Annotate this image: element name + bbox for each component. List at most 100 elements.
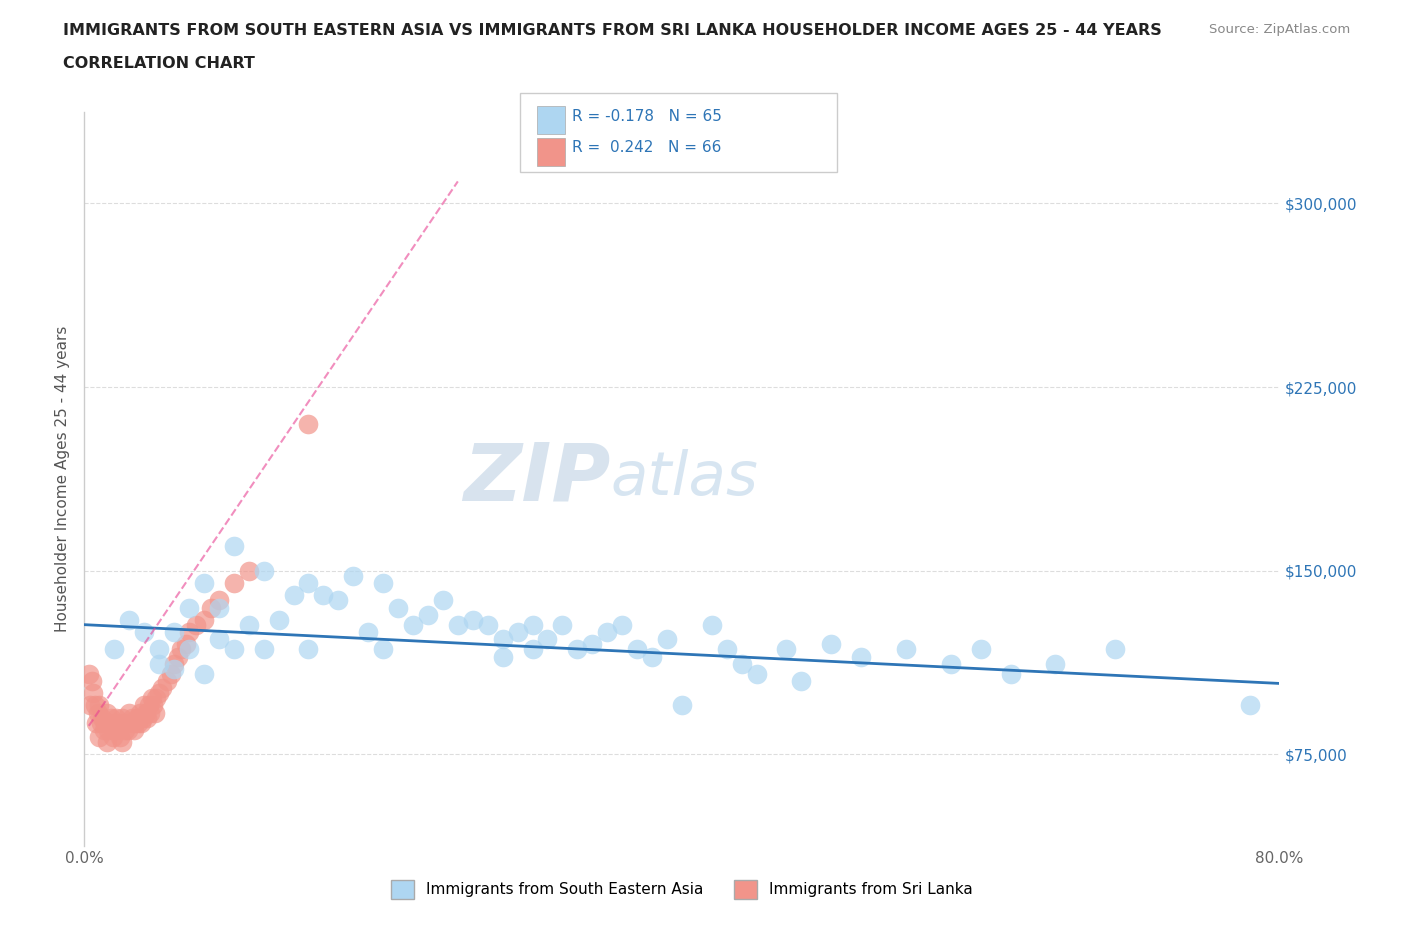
Point bbox=[208, 631, 231, 646]
Y-axis label: Householder Income Ages 25 - 44 years: Householder Income Ages 25 - 44 years bbox=[55, 326, 70, 632]
Point bbox=[100, 711, 122, 725]
Point bbox=[139, 705, 162, 720]
Point bbox=[1045, 657, 1067, 671]
Point bbox=[132, 625, 156, 640]
Point bbox=[77, 666, 100, 681]
Point bbox=[177, 642, 200, 657]
Point bbox=[163, 661, 186, 676]
Point bbox=[731, 657, 754, 671]
Point bbox=[551, 618, 574, 632]
Point bbox=[89, 730, 111, 745]
Point bbox=[89, 698, 111, 713]
Point bbox=[118, 705, 141, 720]
Point bbox=[138, 698, 160, 713]
Text: Source: ZipAtlas.com: Source: ZipAtlas.com bbox=[1209, 23, 1350, 36]
Point bbox=[177, 625, 200, 640]
Point bbox=[120, 715, 142, 730]
Text: ZIP: ZIP bbox=[463, 440, 610, 518]
Point bbox=[163, 657, 186, 671]
Point bbox=[112, 715, 135, 730]
Point bbox=[136, 711, 159, 725]
Point bbox=[238, 564, 260, 578]
Point bbox=[105, 723, 128, 737]
Point bbox=[96, 705, 118, 720]
Text: atlas: atlas bbox=[610, 449, 758, 509]
Point bbox=[790, 673, 813, 688]
Point bbox=[193, 612, 215, 627]
Point bbox=[775, 642, 797, 657]
Point bbox=[253, 564, 276, 578]
Point bbox=[596, 625, 619, 640]
Point bbox=[432, 592, 454, 607]
Point bbox=[118, 612, 141, 627]
Point bbox=[148, 685, 170, 700]
Point bbox=[97, 723, 120, 737]
Point bbox=[522, 642, 544, 657]
Point bbox=[160, 666, 183, 681]
Point bbox=[1239, 698, 1261, 713]
Point bbox=[700, 618, 723, 632]
Point bbox=[90, 715, 112, 730]
Point bbox=[1000, 666, 1022, 681]
Point bbox=[373, 642, 395, 657]
Point bbox=[83, 698, 105, 713]
Point bbox=[135, 705, 157, 720]
Point bbox=[117, 723, 139, 737]
Point bbox=[200, 600, 222, 615]
Point bbox=[612, 618, 634, 632]
Point bbox=[124, 715, 146, 730]
Point bbox=[96, 735, 118, 750]
Point bbox=[150, 681, 173, 696]
Point bbox=[492, 631, 515, 646]
Point bbox=[170, 642, 193, 657]
Point bbox=[477, 618, 499, 632]
Point bbox=[132, 698, 156, 713]
Point bbox=[297, 417, 319, 432]
Point bbox=[297, 642, 319, 657]
Point bbox=[745, 666, 768, 681]
Point bbox=[222, 642, 245, 657]
Point bbox=[267, 612, 290, 627]
Point bbox=[208, 592, 231, 607]
Point bbox=[193, 576, 215, 591]
Point bbox=[186, 618, 208, 632]
Legend: Immigrants from South Eastern Asia, Immigrants from Sri Lanka: Immigrants from South Eastern Asia, Immi… bbox=[385, 874, 979, 905]
Point bbox=[82, 685, 104, 700]
Point bbox=[357, 625, 380, 640]
Point bbox=[342, 568, 364, 583]
Point bbox=[1104, 642, 1126, 657]
Text: CORRELATION CHART: CORRELATION CHART bbox=[63, 56, 254, 71]
Point bbox=[93, 723, 115, 737]
Point bbox=[626, 642, 648, 657]
Point bbox=[387, 600, 409, 615]
Point bbox=[581, 637, 603, 652]
Point bbox=[447, 618, 470, 632]
Point bbox=[111, 711, 134, 725]
Point bbox=[177, 600, 200, 615]
Point bbox=[107, 715, 129, 730]
Point bbox=[141, 691, 163, 706]
Point bbox=[671, 698, 693, 713]
Point bbox=[402, 618, 425, 632]
Point bbox=[79, 698, 101, 713]
Point bbox=[193, 666, 215, 681]
Point bbox=[110, 730, 132, 745]
Point bbox=[103, 642, 125, 657]
Point bbox=[297, 576, 319, 591]
Point bbox=[129, 715, 152, 730]
Point bbox=[122, 723, 145, 737]
Point bbox=[98, 715, 121, 730]
Point bbox=[939, 657, 962, 671]
Point bbox=[641, 649, 664, 664]
Point bbox=[114, 723, 136, 737]
Point bbox=[111, 735, 134, 750]
Point bbox=[142, 698, 165, 713]
Point bbox=[101, 730, 124, 745]
Point bbox=[91, 711, 114, 725]
Point bbox=[970, 642, 993, 657]
Point bbox=[506, 625, 529, 640]
Point bbox=[238, 618, 260, 632]
Point bbox=[283, 588, 305, 603]
Point bbox=[155, 673, 177, 688]
Point bbox=[128, 705, 150, 720]
